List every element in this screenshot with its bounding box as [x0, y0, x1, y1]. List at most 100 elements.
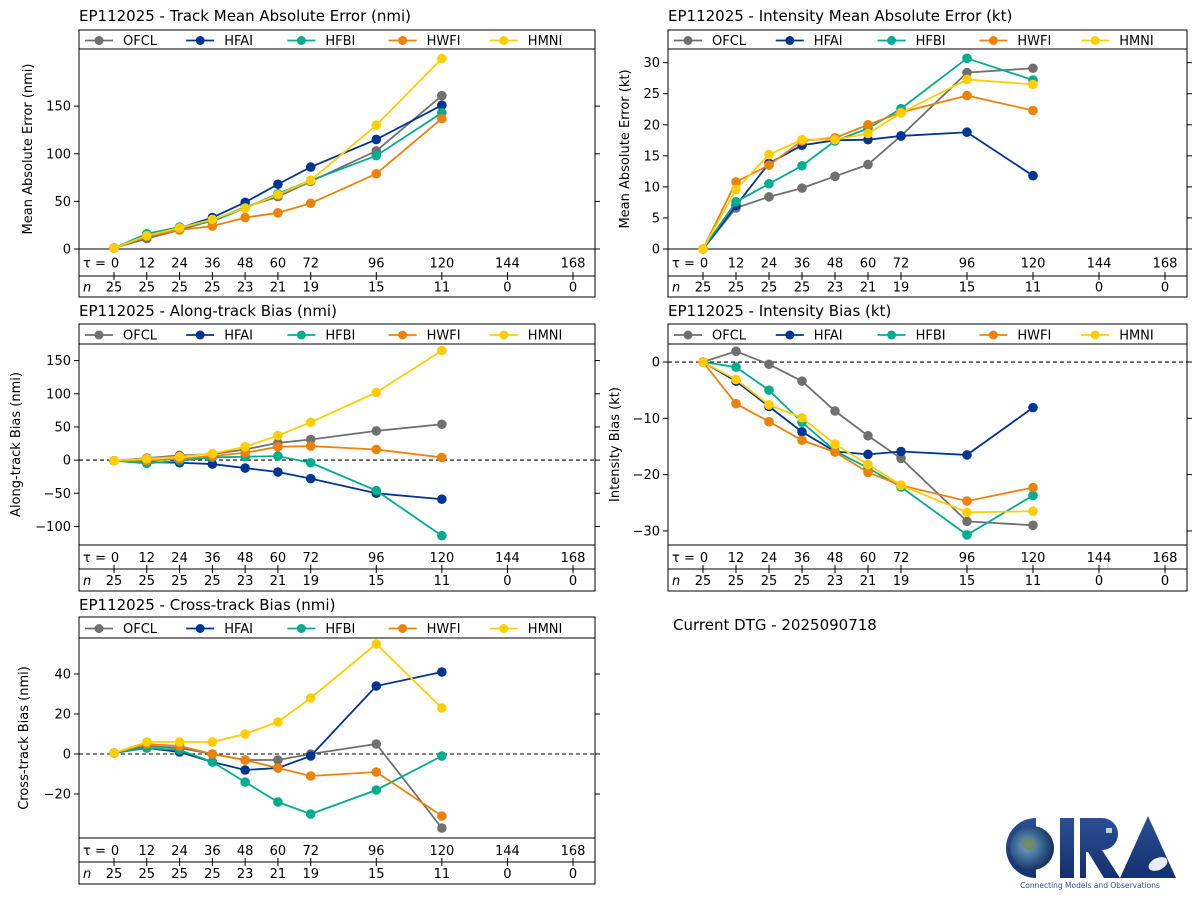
data-point: [141, 453, 152, 464]
y-tick-label: −50: [44, 487, 71, 502]
x-tick-label: 0: [111, 551, 119, 566]
legend-item-hmni: HMNI: [489, 329, 563, 344]
series-hmni: [109, 639, 447, 758]
legend-item-hmni: HMNI: [489, 34, 562, 49]
x-tick-label: 120: [429, 844, 454, 859]
x-tick-label: 0: [111, 844, 119, 859]
legend-label: HFBI: [916, 329, 946, 344]
x-tick-label: 72: [302, 844, 319, 859]
sample-count: 25: [794, 574, 811, 589]
y-tick-label: 5: [652, 211, 660, 226]
legend-item-hwfi: HWFI: [388, 622, 461, 637]
data-point: [437, 751, 447, 761]
legend-item-hwfi: HWFI: [388, 34, 461, 49]
x-tick-label: 96: [368, 551, 385, 566]
data-point: [764, 385, 774, 395]
data-point: [371, 739, 382, 749]
data-point: [371, 426, 382, 436]
sample-count: 0: [569, 281, 577, 296]
data-point: [830, 439, 840, 450]
y-tick-label: 20: [54, 708, 71, 723]
legend-label: HFAI: [814, 329, 843, 344]
chart-title: EP112025 - Intensity Mean Absolute Error…: [668, 7, 1012, 25]
data-point: [305, 809, 316, 819]
series-line: [702, 361, 1034, 536]
series-line: [702, 57, 1034, 250]
data-point: [273, 442, 283, 452]
x-tick-label: 48: [827, 551, 844, 566]
data-point: [240, 729, 250, 739]
legend-label: HMNI: [528, 329, 563, 344]
data-point: [437, 452, 447, 463]
legend-label: HMNI: [528, 622, 563, 637]
y-tick-label: 100: [46, 387, 71, 402]
data-point: [141, 737, 152, 747]
series-line: [702, 361, 1034, 456]
data-point: [240, 755, 250, 765]
series-line: [113, 94, 443, 249]
data-point: [207, 221, 218, 231]
legend-label: HFBI: [325, 34, 355, 49]
x-tick-label: 24: [171, 257, 188, 272]
data-point: [273, 467, 283, 477]
x-tick-label: 60: [860, 551, 877, 566]
sample-count: 23: [237, 867, 254, 882]
x-tick-label: 120: [1021, 257, 1046, 272]
data-point: [1028, 63, 1038, 74]
data-point: [731, 346, 741, 357]
legend-label: HFBI: [325, 622, 355, 637]
sample-count: 0: [1095, 574, 1103, 589]
legend-marker: [94, 330, 104, 340]
data-point: [863, 119, 873, 130]
data-point: [273, 430, 283, 441]
y-axis-label: Mean Absolute Error (nmi): [21, 64, 36, 235]
legend-marker: [195, 624, 205, 633]
y-tick-label: −100: [35, 520, 71, 535]
data-point: [437, 703, 447, 713]
data-point: [731, 374, 741, 385]
legend-marker: [887, 330, 897, 340]
sample-count: 0: [1095, 281, 1103, 296]
data-point: [305, 441, 316, 451]
data-point: [371, 767, 382, 777]
x-tick-label: 12: [728, 551, 745, 566]
data-point: [305, 771, 316, 781]
y-tick-label: 150: [46, 354, 71, 369]
y-tick-label: 0: [652, 356, 660, 371]
sample-count: 25: [171, 867, 188, 882]
x-tick-label: 12: [139, 257, 156, 272]
sample-count: 21: [270, 867, 287, 882]
data-point: [764, 400, 774, 410]
tau-label: τ =: [83, 551, 106, 566]
data-point: [273, 208, 283, 218]
data-point: [437, 53, 447, 64]
legend-label: HFAI: [814, 34, 843, 49]
data-point: [240, 442, 250, 452]
legend-label: OFCL: [123, 34, 158, 49]
legend-marker: [499, 36, 509, 45]
data-point: [962, 530, 972, 540]
legend-marker: [683, 36, 693, 45]
data-point: [273, 797, 283, 807]
data-point: [273, 179, 283, 190]
legend-item-ofcl: OFCL: [674, 34, 747, 49]
sample-count: 25: [761, 281, 778, 296]
x-tick-label: 24: [761, 551, 778, 566]
series-hfai: [698, 127, 1038, 254]
data-point: [207, 749, 218, 759]
series-ofcl: [109, 90, 447, 253]
tau-label: τ =: [672, 551, 695, 566]
legend-label: OFCL: [123, 329, 158, 344]
data-point: [273, 717, 283, 727]
data-point: [371, 485, 382, 496]
data-point: [109, 748, 119, 758]
legend-item-hfai: HFAI: [186, 329, 253, 344]
data-point: [305, 457, 316, 468]
current-dtg-label: Current DTG - 2025090718: [673, 616, 877, 634]
data-point: [863, 449, 873, 460]
data-point: [1028, 170, 1038, 181]
sample-count: 0: [1161, 574, 1169, 589]
tau-label: τ =: [672, 257, 695, 272]
sample-count: 23: [237, 281, 254, 296]
